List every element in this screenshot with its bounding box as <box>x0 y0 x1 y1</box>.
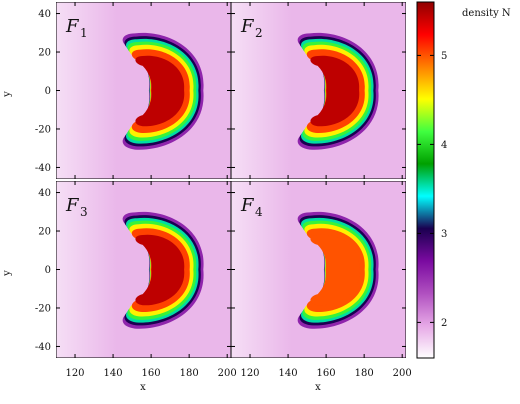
density-contour-7 <box>310 55 360 127</box>
svg-text:4: 4 <box>255 205 263 219</box>
colorbar-tick-label: 5 <box>441 51 447 62</box>
x-tick-label: 200 <box>393 368 412 379</box>
colorbar-tick-label: 4 <box>441 140 447 151</box>
y-tick-label: -20 <box>35 304 51 315</box>
x-tick-label: 120 <box>65 368 84 379</box>
density-contour-7 <box>135 55 185 127</box>
svg-text:F: F <box>65 195 80 216</box>
colorbar-title: density N <box>462 8 511 19</box>
colorbar-tick-label: 2 <box>441 318 447 329</box>
y-tick-label: 0 <box>45 86 51 97</box>
x-tick-label: 180 <box>180 368 199 379</box>
y-tick-label: 20 <box>38 48 51 59</box>
heatmap-panel-3 <box>56 181 231 358</box>
y-tick-label: 0 <box>45 265 51 276</box>
svg-text:F: F <box>240 195 255 216</box>
x-tick-label: 120 <box>240 368 259 379</box>
x-tick-label: 180 <box>355 368 374 379</box>
x-axis-title: x <box>140 382 146 393</box>
y-tick-label: 20 <box>38 227 51 238</box>
axis-ticks <box>56 2 406 358</box>
heatmap-panel-1 <box>56 2 231 179</box>
x-tick-label: 160 <box>317 368 336 379</box>
x-tick-label: 200 <box>218 368 237 379</box>
panel-label-3: F 3 <box>65 195 88 219</box>
x-axis-title: x <box>315 382 321 393</box>
heatmap-panel-4 <box>231 181 406 358</box>
colorbar: 2 3 4 5 density N <box>416 1 511 359</box>
x-tick-label: 140 <box>279 368 298 379</box>
svg-text:F: F <box>65 16 80 37</box>
x-tick-label: 140 <box>104 368 123 379</box>
svg-text:1: 1 <box>80 26 88 40</box>
y-tick-label: -40 <box>35 163 51 174</box>
panel-label-2: F 2 <box>240 16 263 40</box>
panel-label-4: F 4 <box>240 195 263 219</box>
y-axis-title: y <box>2 270 13 277</box>
y-tick-label: -40 <box>35 342 51 353</box>
svg-text:2: 2 <box>255 26 263 40</box>
y-tick-labels: 40 20 0 -20 -40 40 20 0 -20 -40 <box>35 9 51 353</box>
y-tick-label: -20 <box>35 125 51 136</box>
x-tick-labels: 120 140 160 180 200 120 140 160 180 200 <box>65 368 411 379</box>
y-tick-label: 40 <box>38 9 51 20</box>
colorbar-ticks <box>417 54 434 323</box>
svg-text:3: 3 <box>80 205 88 219</box>
heatmap-panel-2 <box>231 2 406 179</box>
colorbar-tick-label: 3 <box>441 229 447 240</box>
x-tick-label: 160 <box>142 368 161 379</box>
panel-label-1: F 1 <box>65 16 88 40</box>
density-contour-7 <box>135 234 185 306</box>
svg-text:F: F <box>240 16 255 37</box>
heatmap-panels <box>56 2 406 358</box>
colorbar-gradient <box>416 1 435 359</box>
y-axis-title: y <box>2 91 13 98</box>
density-contour-7 <box>310 234 360 306</box>
y-tick-label: 40 <box>38 188 51 199</box>
